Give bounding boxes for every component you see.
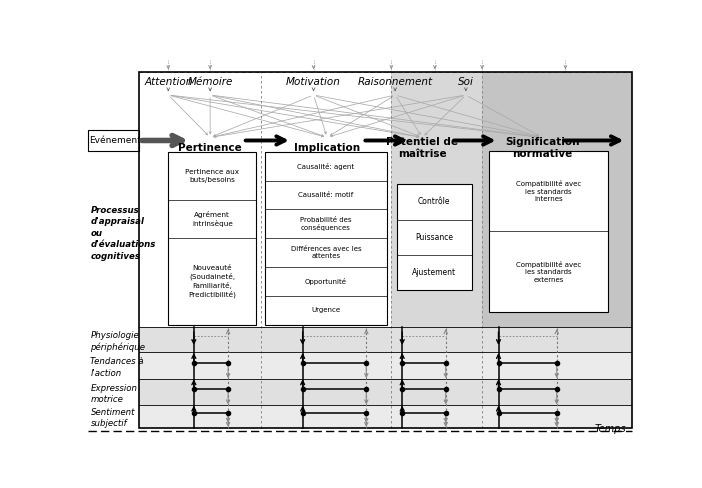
Text: Probabilité des
conséquences: Probabilité des conséquences [300, 217, 352, 231]
Text: Implication: Implication [294, 143, 360, 153]
Text: Attention: Attention [144, 77, 192, 87]
Bar [397, 184, 472, 290]
Bar [265, 152, 387, 325]
Text: Raisonnement: Raisonnement [357, 77, 432, 87]
Bar [168, 152, 256, 325]
Bar [140, 72, 391, 327]
Text: Processus
d'appraisal
ou
d'évaluations
cognitives: Processus d'appraisal ou d'évaluations c… [91, 206, 156, 261]
Text: Soi: Soi [458, 77, 474, 87]
Text: Nouveauté
(Soudaineté,
Familiarité,
Predictibilité): Nouveauté (Soudaineté, Familiarité, Pred… [188, 265, 237, 298]
Bar [140, 327, 632, 352]
Bar [489, 151, 608, 312]
Text: Puissance: Puissance [416, 233, 453, 242]
Bar [140, 352, 632, 379]
Text: Opportunité: Opportunité [305, 278, 347, 285]
Text: Causalité: agent: Causalité: agent [298, 163, 355, 170]
Text: Contrôle: Contrôle [418, 198, 451, 206]
Bar [88, 130, 140, 151]
Text: Causalité: motif: Causalité: motif [298, 192, 354, 198]
Text: Physiologie
périphérique: Physiologie périphérique [91, 330, 145, 352]
Text: Pertinence: Pertinence [178, 143, 242, 153]
Bar [482, 72, 632, 427]
Text: Tendances à
l'action: Tendances à l'action [91, 357, 144, 378]
Text: Sentiment
subjectif: Sentiment subjectif [91, 408, 135, 428]
Text: Compatibilité avec
les standards
internes: Compatibilité avec les standards interne… [516, 180, 581, 202]
Text: Signification
normative: Signification normative [505, 137, 579, 159]
Text: Temps: Temps [595, 425, 626, 434]
Text: Potentiel de
maîtrise: Potentiel de maîtrise [386, 137, 458, 159]
Text: Motivation: Motivation [286, 77, 341, 87]
Text: Urgence: Urgence [312, 307, 340, 313]
Bar [391, 72, 482, 427]
Text: Différences avec les
attentes: Différences avec les attentes [291, 246, 362, 259]
Text: Agrément
intrinsèque: Agrément intrinsèque [192, 211, 233, 227]
Text: Ajustement: Ajustement [412, 267, 456, 277]
Text: Evénement: Evénement [89, 136, 141, 145]
Bar [140, 379, 632, 405]
Text: Mémoire: Mémoire [187, 77, 233, 87]
Bar [140, 405, 632, 427]
Text: Pertinence aux
buts/besoins: Pertinence aux buts/besoins [185, 169, 239, 183]
Text: Compatibilité avec
les standards
externes: Compatibilité avec les standards externe… [516, 261, 581, 283]
Text: Expression
motrice: Expression motrice [91, 384, 138, 404]
